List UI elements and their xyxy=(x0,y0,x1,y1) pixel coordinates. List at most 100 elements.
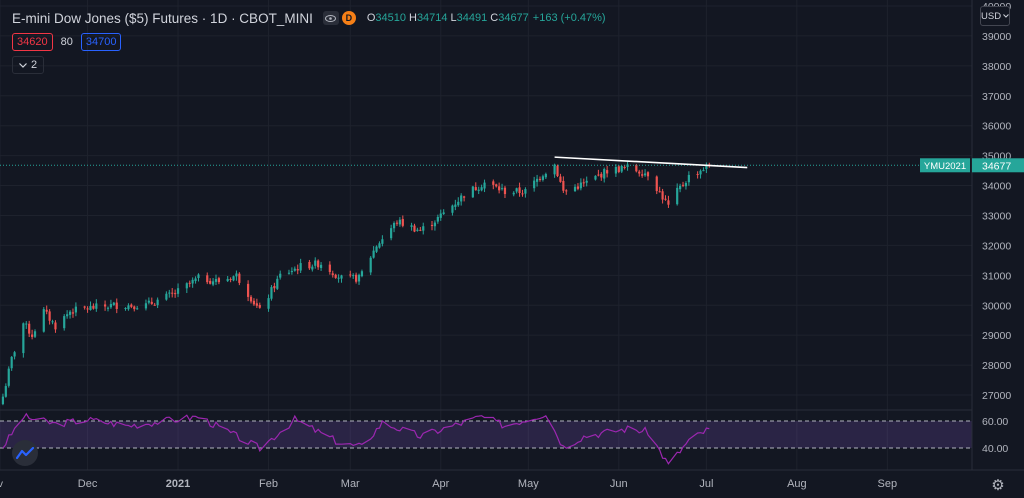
candle-up xyxy=(74,302,77,317)
y-tick-label: 27000 xyxy=(982,390,1011,402)
candle-up xyxy=(106,306,110,312)
candle-down xyxy=(217,276,221,285)
candle-down xyxy=(638,169,641,177)
chevron-down-icon xyxy=(19,62,27,68)
candle-up xyxy=(544,172,547,180)
y-tick-label: 32000 xyxy=(982,240,1011,252)
candle-up xyxy=(235,270,238,281)
candle-up xyxy=(191,277,194,288)
candle-up xyxy=(442,209,445,215)
candle-down xyxy=(48,309,51,325)
buy-price-button[interactable]: 34700 xyxy=(80,33,122,51)
candle-up xyxy=(168,289,171,298)
candle-up xyxy=(42,307,45,333)
candle-down xyxy=(661,188,664,204)
candle-up xyxy=(185,282,188,294)
candle-down xyxy=(238,272,241,286)
candle-up xyxy=(156,297,159,309)
candle-down xyxy=(600,172,603,181)
eye-icon[interactable] xyxy=(322,11,339,25)
candle-down xyxy=(133,305,136,312)
close-label: C xyxy=(490,12,499,24)
time-axis[interactable]: ov Dec 2021 Feb Mar Apr May Jun Jul Aug Sep xyxy=(0,478,897,490)
indicator-count: 2 xyxy=(30,59,38,71)
candle-up xyxy=(416,227,419,232)
candle-down xyxy=(355,272,358,284)
candle-up xyxy=(533,176,536,192)
x-tick-label: Jul xyxy=(699,478,713,490)
candle-down xyxy=(518,182,521,197)
candle-down xyxy=(188,280,191,288)
candle-down xyxy=(258,302,261,309)
candle-down xyxy=(171,288,174,298)
candle-up xyxy=(390,224,393,241)
candle-up xyxy=(585,176,588,187)
candle-up xyxy=(483,179,486,193)
x-tick-label: Feb xyxy=(259,478,278,490)
candle-up xyxy=(702,167,705,172)
candle-up xyxy=(392,221,396,233)
candle-down xyxy=(54,320,57,333)
candle-down xyxy=(31,329,34,340)
y-tick-label: 28000 xyxy=(982,360,1011,372)
candle-up xyxy=(68,310,72,319)
candle-up xyxy=(410,222,413,231)
candle-up xyxy=(214,274,218,285)
candle-down xyxy=(317,259,320,270)
candle-up xyxy=(535,174,539,187)
x-tick-label: Aug xyxy=(787,478,807,490)
sell-price-button[interactable]: 34620 xyxy=(12,33,53,51)
candle-down xyxy=(664,195,667,201)
candle-down xyxy=(617,165,620,174)
candle-up xyxy=(369,256,372,276)
candle-down xyxy=(273,282,276,293)
candle-down xyxy=(249,295,253,304)
candle-up xyxy=(676,183,679,206)
y-tick-label: 30000 xyxy=(982,300,1011,312)
candle-up xyxy=(524,187,527,198)
y-tick-label: 29000 xyxy=(982,330,1011,342)
candle-down xyxy=(92,303,95,310)
candle-up xyxy=(436,214,439,224)
candle-down xyxy=(349,270,352,278)
candle-up xyxy=(194,276,197,284)
currency-selector[interactable]: USD xyxy=(980,6,1010,26)
symbol-title[interactable]: E-mini Dow Jones ($5) Futures · 1D · CBO… xyxy=(12,10,313,26)
candle-down xyxy=(334,273,337,279)
interval-badge[interactable]: D xyxy=(341,11,356,25)
candle-down xyxy=(308,259,311,270)
candle-up xyxy=(515,187,518,194)
candle-up xyxy=(541,174,545,182)
y-tick-label: 34000 xyxy=(982,181,1011,193)
candle-down xyxy=(667,195,670,208)
candle-down xyxy=(646,171,650,181)
trendline[interactable] xyxy=(554,156,748,169)
candle-down xyxy=(71,308,75,318)
rsi-pane: 60.00 40.00 xyxy=(0,412,1008,465)
high-label: H xyxy=(408,12,417,24)
candle-down xyxy=(86,306,89,313)
rsi-upper-label: 60.00 xyxy=(982,416,1008,428)
candle-up xyxy=(319,262,323,271)
candle-up xyxy=(33,329,37,339)
gear-icon[interactable]: ⚙ xyxy=(991,477,1005,494)
candle-down xyxy=(331,270,334,278)
candle-down xyxy=(130,303,133,309)
chevron-down-icon xyxy=(1003,14,1009,18)
vertical-gridlines xyxy=(0,0,888,470)
candle-up xyxy=(679,183,682,193)
candle-down xyxy=(623,165,626,170)
candle-up xyxy=(375,245,378,253)
candle-down xyxy=(209,278,212,285)
candle-up xyxy=(684,181,688,190)
candle-up xyxy=(112,301,115,306)
candle-up xyxy=(51,319,54,325)
x-tick-label: May xyxy=(518,478,539,490)
tradingview-logo-icon[interactable] xyxy=(12,440,38,466)
candle-up xyxy=(276,275,279,290)
candle-down xyxy=(430,221,434,231)
currency-label: USD xyxy=(981,10,1002,22)
collapse-indicators-button[interactable]: 2 xyxy=(12,56,44,74)
low-label: L xyxy=(450,12,457,24)
